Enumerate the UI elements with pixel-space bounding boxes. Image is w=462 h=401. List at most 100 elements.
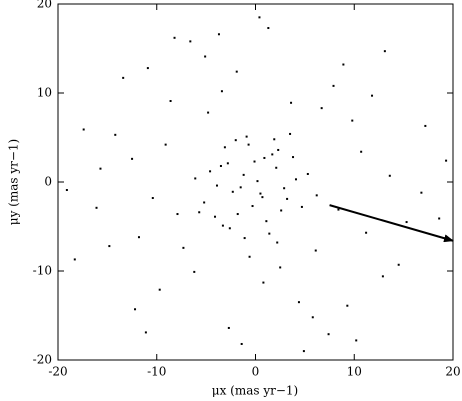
scatter-point [73, 258, 76, 261]
scatter-point [283, 187, 286, 190]
scatter-point [289, 132, 292, 135]
scatter-point [265, 220, 268, 223]
scatter-point [134, 308, 137, 311]
scatter-point [194, 177, 197, 180]
scatter-point [263, 156, 266, 159]
scatter-point [215, 184, 218, 187]
scatter-point [261, 196, 264, 199]
scatter-point [146, 67, 149, 70]
scatter-point [95, 206, 98, 209]
scatter-point [243, 237, 246, 240]
x-tick-label: -20 [48, 365, 67, 379]
scatter-point [290, 101, 293, 104]
scatter-point [277, 148, 280, 151]
y-tick-label: 10 [37, 86, 52, 100]
scatter-point [294, 178, 297, 181]
y-tick-label: 20 [37, 0, 52, 11]
scatter-point [114, 133, 117, 136]
scatter-point [276, 241, 279, 244]
scatter-point [253, 160, 256, 163]
scatter-point [108, 245, 111, 248]
scatter-point [248, 255, 251, 258]
scatter-point [242, 173, 245, 176]
plot-frame [57, 3, 454, 361]
scatter-point [259, 192, 262, 195]
scatter-point [332, 84, 335, 87]
scatter-point [342, 63, 345, 66]
annotation-arrow [329, 204, 454, 243]
scatter-point [65, 189, 68, 192]
scatter-point [247, 143, 250, 146]
scatter-point [262, 281, 265, 284]
x-tick-label: 20 [445, 365, 460, 379]
scatter-point [176, 213, 179, 216]
scatter-point [381, 275, 384, 278]
y-tick-label: -20 [33, 353, 52, 367]
scatter-point [311, 316, 314, 319]
scatter-point [131, 157, 134, 160]
scatter-point [251, 205, 254, 208]
scatter-point [327, 333, 330, 336]
x-tick-label: -10 [147, 365, 166, 379]
y-tick-label: -10 [33, 264, 52, 278]
scatter-point [371, 94, 374, 97]
scatter-point [234, 139, 237, 142]
y-axis-label: μy (mas yr−1) [7, 139, 21, 225]
scatter-point [235, 70, 238, 73]
scatter-point [137, 236, 140, 239]
scatter-point [240, 342, 243, 345]
scatter-point [223, 146, 226, 149]
scatter-point [198, 211, 201, 214]
scatter-point [158, 288, 161, 291]
scatter-point [245, 135, 248, 138]
scatter-point [300, 205, 303, 208]
scatter-point [273, 138, 276, 141]
scatter-point [258, 16, 261, 19]
scatter-point [420, 191, 423, 194]
scatter-point [236, 213, 239, 216]
scatter-point [267, 27, 270, 30]
scatter-point [337, 208, 340, 211]
scatter-point [256, 180, 259, 183]
scatter-point [193, 270, 196, 273]
scatter-point [182, 246, 185, 249]
scatter-point [99, 167, 102, 170]
scatter-point [227, 326, 230, 329]
scatter-point [226, 162, 229, 165]
scatter-point [219, 164, 222, 167]
scatter-point [383, 50, 386, 53]
scatter-point [351, 119, 354, 122]
y-tick-label: 0 [44, 175, 52, 189]
scatter-point [306, 172, 309, 175]
scatter-point [151, 197, 154, 200]
scatter-point [204, 55, 207, 58]
scatter-point [82, 128, 85, 131]
scatter-point [424, 124, 427, 127]
scatter-point [314, 249, 317, 252]
x-axis-label: μx (mas yr−1) [212, 384, 298, 398]
scatter-point [279, 266, 282, 269]
scatter-point [397, 263, 400, 266]
scatter-point [173, 36, 176, 39]
scatter-point [280, 209, 283, 212]
scatter-point [207, 111, 210, 114]
scatter-point [355, 339, 358, 342]
scatter-point [315, 194, 318, 197]
scatter-point [360, 150, 363, 153]
scatter-point [169, 100, 172, 103]
scatter-point [297, 301, 300, 304]
scatter-point [346, 304, 349, 307]
scatter-point [302, 350, 305, 353]
scatter-point [189, 40, 192, 43]
scatter-point [275, 166, 278, 169]
scatter-point [164, 143, 167, 146]
scatter-point [405, 221, 408, 224]
scatter-point [388, 174, 391, 177]
scatter-point [445, 159, 448, 162]
scatter-point [203, 201, 206, 204]
scatter-point [292, 156, 295, 159]
scatter-point [122, 76, 125, 79]
scatter-point [268, 232, 271, 235]
scatter-point [271, 153, 274, 156]
